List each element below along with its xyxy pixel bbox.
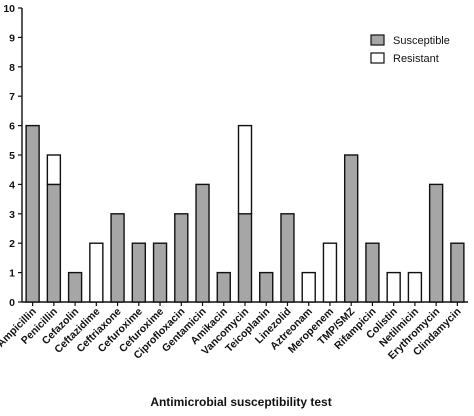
legend-swatch-susceptible bbox=[370, 34, 385, 46]
bar-resistant-colistin bbox=[386, 271, 401, 303]
bar-susceptible-gentamicin bbox=[195, 183, 210, 303]
bar-susceptible-clindamycin bbox=[450, 242, 465, 303]
bar-resistant-penicillin bbox=[46, 154, 62, 186]
bar-susceptible-amikacin bbox=[216, 271, 231, 303]
bar-resistant-meropenem bbox=[322, 242, 338, 303]
legend: Susceptible Resistant bbox=[370, 34, 450, 65]
y-tick-label: 1 bbox=[9, 268, 15, 280]
bar-resistant-ceftazidime bbox=[89, 242, 104, 303]
legend-label-resistant: Resistant bbox=[393, 53, 439, 65]
y-tick-label: 6 bbox=[9, 121, 15, 133]
bar-series bbox=[25, 124, 465, 303]
bar-susceptible-tmp-smz bbox=[343, 154, 359, 303]
bar-resistant-vancomycin bbox=[237, 124, 253, 215]
y-tick-label: 4 bbox=[9, 179, 15, 191]
bar-susceptible-cefuroxime bbox=[152, 242, 168, 303]
y-tick-label: 10 bbox=[3, 3, 15, 15]
bar-susceptible-linezolid bbox=[280, 213, 295, 303]
y-tick-label: 5 bbox=[9, 150, 15, 162]
bar-susceptible-rifampicin bbox=[365, 242, 380, 303]
y-tick-label: 3 bbox=[9, 209, 15, 221]
legend-swatch-resistant bbox=[370, 52, 385, 64]
bar-susceptible-penicillin bbox=[46, 183, 62, 303]
y-tick-label: 0 bbox=[9, 297, 15, 309]
y-tick-label: 7 bbox=[9, 91, 15, 103]
bar-susceptible-cefazolin bbox=[67, 271, 83, 303]
x-axis-ticks: AmpicillinPenicillinCefazolinCeftazidime… bbox=[0, 302, 464, 362]
bar-susceptible-vancomycin bbox=[237, 213, 253, 303]
legend-label-susceptible: Susceptible bbox=[393, 35, 450, 47]
y-tick-label: 2 bbox=[9, 238, 15, 250]
x-axis-title: Antimicrobial susceptibility test bbox=[150, 395, 331, 409]
bar-susceptible-cefuroxime bbox=[131, 242, 147, 303]
bar-susceptible-erythromycin bbox=[428, 183, 444, 303]
plot-area: 0 1 2 3 4 5 6 7 8 9 10 AmpicillinPenicillinCefazol… bbox=[0, 3, 468, 362]
y-tick-label: 9 bbox=[9, 32, 15, 44]
bar-susceptible-teicoplanin bbox=[259, 271, 274, 303]
bar-resistant-netilmicin bbox=[407, 271, 423, 303]
y-axis-ticks: 0 1 2 3 4 5 6 7 8 9 10 bbox=[3, 3, 22, 309]
bar-susceptible-ciprofloxacin bbox=[174, 213, 189, 303]
bar-susceptible-ampicillin bbox=[25, 124, 40, 303]
y-tick-label: 8 bbox=[9, 62, 15, 74]
bar-susceptible-ceftriaxone bbox=[110, 213, 125, 303]
bar-resistant-aztreonam bbox=[301, 271, 316, 303]
